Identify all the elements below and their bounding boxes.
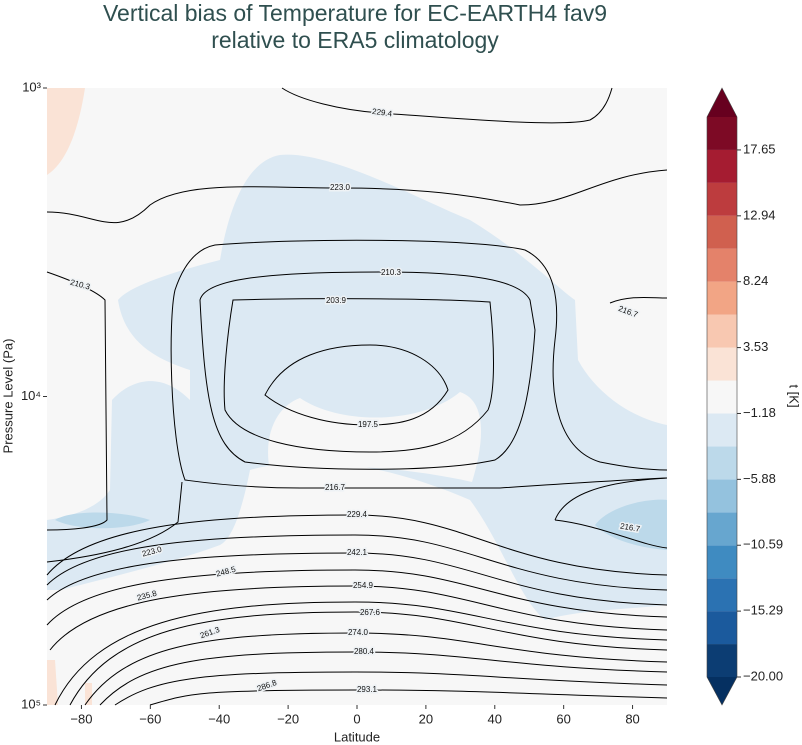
contour-line (46, 271, 108, 531)
chart-title: Vertical bias of Temperature for EC-EART… (102, 0, 608, 53)
x-tick-label: 80 (625, 711, 639, 726)
field-region (47, 660, 58, 705)
contour-line (69, 611, 668, 706)
colorbar-over (707, 88, 737, 117)
contour-label: 223.0 (330, 183, 351, 192)
colorbar-bin (707, 149, 737, 183)
contour-line (99, 651, 668, 706)
x-tick-label: −40 (208, 711, 230, 726)
colorbar-bin (707, 314, 737, 348)
colorbar-tick-label: 8.24 (743, 273, 768, 288)
colorbar-tick-label: 3.53 (743, 339, 768, 354)
colorbar-tick-label: −15.29 (743, 603, 783, 618)
colorbar-bin (707, 545, 737, 579)
contour-label: 229.4 (347, 510, 368, 519)
colorbar-bin (707, 446, 737, 480)
contour-line (199, 271, 536, 470)
contour-line (46, 169, 668, 224)
colorbar-bin (707, 479, 737, 513)
contour-line (554, 477, 668, 521)
colorbar-bin (707, 644, 737, 677)
contour-line (281, 87, 613, 124)
contour-line (223, 298, 494, 453)
field-region (85, 683, 92, 705)
colorbar-bin (707, 281, 737, 315)
contour-label: 267.6 (360, 608, 381, 617)
contour-line (554, 519, 668, 549)
contour-label: 254.9 (353, 581, 374, 590)
contour-line (114, 671, 668, 706)
colorbar-bin (707, 380, 737, 414)
colorbar-tick-label: −1.18 (743, 405, 776, 420)
colorbar-bin (707, 182, 737, 216)
contour-label: 293.1 (357, 685, 378, 694)
field-region (268, 392, 482, 482)
contour-label: 274.0 (348, 628, 369, 637)
x-tick-label: 40 (488, 711, 502, 726)
colorbar-tick-label: 12.94 (743, 207, 776, 222)
field-region (47, 88, 85, 175)
contour-line (54, 601, 668, 706)
contour-label: 280.4 (354, 647, 375, 656)
contour-line (46, 534, 668, 591)
contour-line (149, 689, 668, 706)
colorbar-bin (707, 611, 737, 645)
filled-field (47, 88, 667, 705)
x-tick-label: 0 (353, 711, 360, 726)
contour-line (170, 239, 668, 489)
colorbar-label: t [K] (787, 384, 802, 407)
contour-label: 203.9 (326, 296, 347, 305)
field-region (55, 512, 150, 529)
x-tick-label: −20 (277, 711, 299, 726)
colorbar-bin (707, 347, 737, 381)
contours: 229.4223.0210.3210.3203.9197.5216.7216.7… (46, 87, 668, 706)
y-tick-label: 10³ (22, 79, 41, 94)
contour-label: 197.5 (358, 420, 379, 429)
colorbar-bin (707, 117, 737, 150)
colorbar-bin (707, 215, 737, 249)
colorbar-under (707, 677, 737, 705)
y-tick-label: 10⁵ (21, 696, 41, 711)
contour-line (46, 552, 668, 606)
colorbar-bin (707, 413, 737, 447)
field-region (47, 154, 667, 621)
contour-label: 242.1 (347, 548, 368, 557)
colorbar-bin (707, 512, 737, 546)
x-axis-label: Latitude (334, 729, 380, 744)
contour-line (46, 514, 668, 576)
x-tick-label: 20 (419, 711, 433, 726)
y-axis-label: Pressure Level (Pa) (0, 339, 15, 454)
contour-line (264, 344, 449, 426)
contour-line (609, 296, 668, 304)
colorbar-tick-label: −10.59 (743, 537, 783, 552)
y-tick-label: 10⁴ (21, 388, 41, 403)
colorbar-tick-label: −5.88 (743, 471, 776, 486)
x-tick-label: −60 (139, 711, 161, 726)
contour-label: 210.3 (381, 268, 402, 277)
field-region (595, 499, 667, 550)
colorbar-bin (707, 248, 737, 282)
colorbar-bin (707, 578, 737, 612)
contour-line (46, 569, 668, 626)
contour-line (84, 632, 668, 706)
colorbar-tick-label: 17.65 (743, 141, 776, 156)
contour-label: 216.7 (325, 483, 346, 492)
x-tick-label: 60 (556, 711, 570, 726)
contour-line (49, 585, 668, 651)
colorbar-tick-label: −20.00 (743, 668, 783, 683)
x-tick-label: −80 (70, 711, 92, 726)
